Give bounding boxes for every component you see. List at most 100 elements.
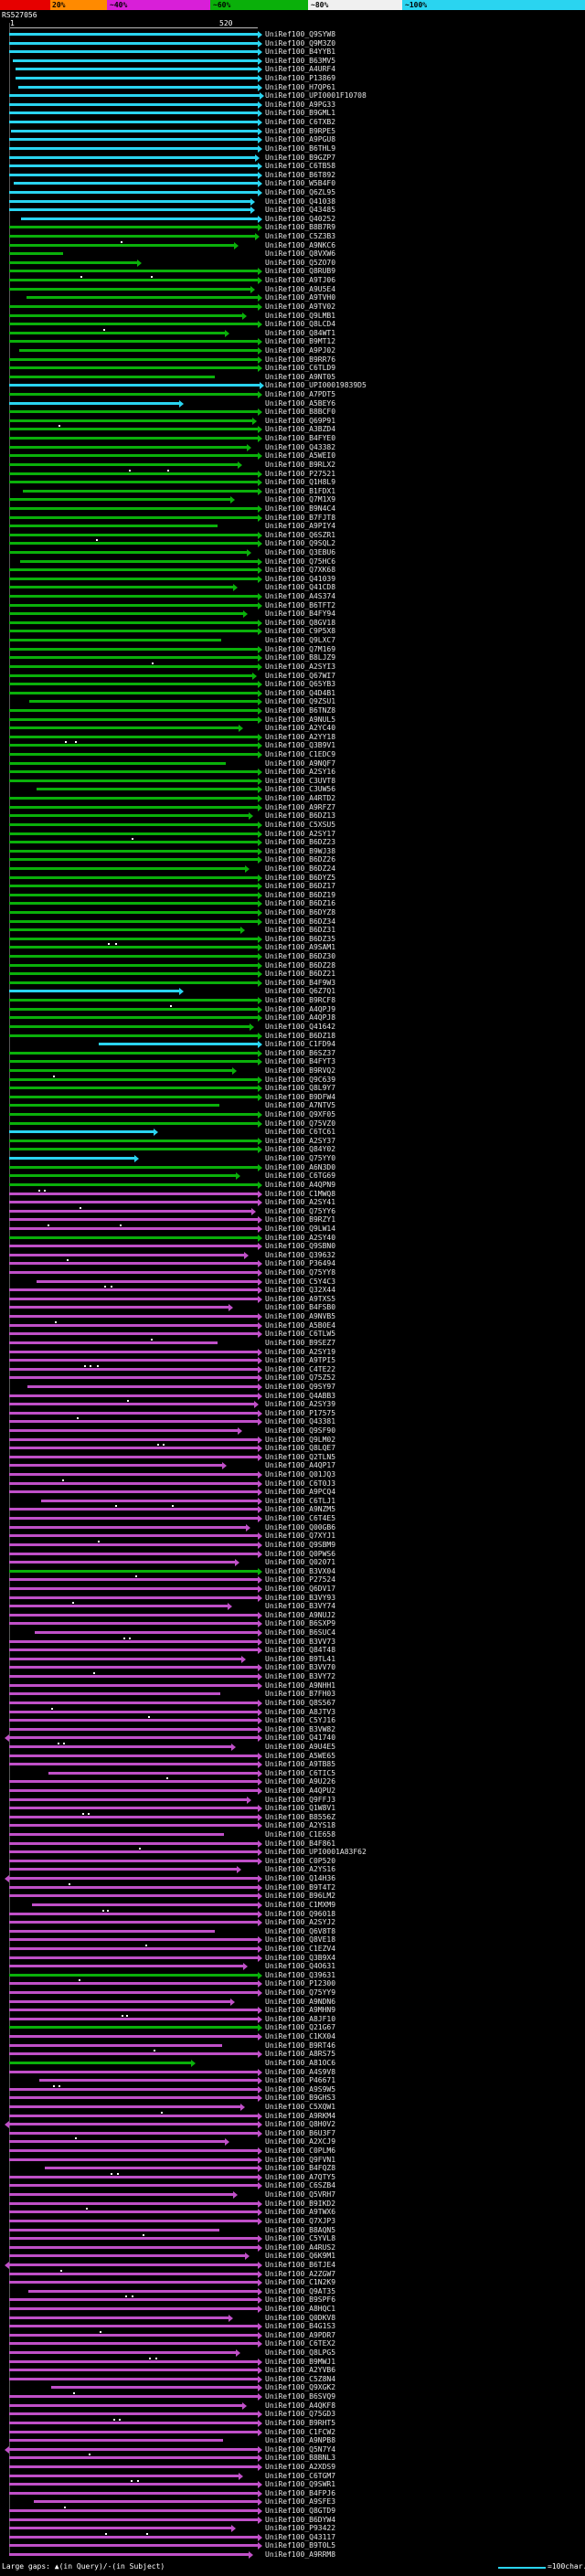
hit-label[interactable]: UniRef100_A9RRM8 [265, 2550, 336, 2560]
hit-bar[interactable] [9, 1575, 262, 1585]
hit-label[interactable]: UniRef100_Q6DV17 [265, 1584, 336, 1593]
hit-bar[interactable] [9, 101, 262, 109]
hit-bar[interactable] [9, 970, 262, 979]
hit-bar[interactable] [9, 1550, 262, 1558]
hit-bar[interactable] [5, 2445, 262, 2454]
hit-label[interactable]: UniRef100_B9MT12 [265, 337, 336, 346]
hit-bar[interactable] [9, 706, 262, 715]
hit-label[interactable]: UniRef100_A2YS18 [265, 1821, 336, 1830]
hit-label[interactable]: UniRef100_Q6ZL95 [265, 187, 336, 196]
hit-label[interactable]: UniRef100_A9NVB5 [265, 1312, 336, 1321]
hit-bar[interactable] [9, 1119, 262, 1128]
hit-bar[interactable] [9, 645, 262, 653]
hit-bar[interactable] [9, 917, 262, 926]
hit-label[interactable]: UniRef100_A9NHH1 [265, 1680, 336, 1690]
hit-label[interactable]: UniRef100_B6U3F7 [265, 2128, 336, 2137]
hit-bar[interactable] [9, 2525, 236, 2533]
hit-bar[interactable] [5, 1734, 262, 1743]
hit-bar[interactable] [9, 2050, 262, 2059]
hit-bar[interactable] [9, 435, 262, 443]
hit-bar[interactable] [9, 1637, 262, 1646]
hit-bar[interactable] [9, 1330, 262, 1339]
hit-bar[interactable] [9, 197, 256, 206]
hit-label[interactable]: UniRef100_B9RLX2 [265, 460, 336, 469]
hit-bar[interactable] [9, 2024, 262, 2032]
hit-label[interactable]: UniRef100_Q5N7Y4 [265, 2444, 336, 2454]
hit-label[interactable]: UniRef100_Q3B9V1 [265, 741, 336, 750]
hit-label[interactable]: UniRef100_Q96018 [265, 1909, 336, 1918]
hit-bar[interactable] [9, 39, 262, 48]
hit-label[interactable]: UniRef100_B9SPF6 [265, 2295, 336, 2305]
hit-bar[interactable] [33, 2498, 262, 2507]
hit-label[interactable]: UniRef100_Q8LPG5 [265, 2348, 336, 2358]
hit-label[interactable]: UniRef100_C3UW56 [265, 785, 336, 794]
hit-label[interactable]: UniRef100_A9PDR7 [265, 2330, 336, 2339]
hit-label[interactable]: UniRef100_B4G1S3 [265, 2322, 336, 2331]
hit-bar[interactable] [9, 874, 262, 882]
hit-bar[interactable] [9, 1559, 239, 1567]
hit-bar[interactable] [9, 399, 185, 408]
hit-label[interactable]: UniRef100_P27521 [265, 469, 336, 478]
hit-bar[interactable] [9, 2507, 262, 2516]
hit-label[interactable]: UniRef100_B4FY94 [265, 610, 336, 619]
hit-bar[interactable] [9, 1357, 262, 1365]
hit-label[interactable]: UniRef100_C6TG69 [265, 1171, 336, 1181]
hit-label[interactable]: UniRef100_Q9SWR1 [265, 2480, 336, 2489]
hit-label[interactable]: UniRef100_A2SYJ2 [265, 1918, 336, 1927]
hit-bar[interactable] [9, 847, 262, 855]
hit-label[interactable]: UniRef100_B9IKD2 [265, 2199, 336, 2208]
hit-label[interactable]: UniRef100_A2SY37 [265, 1136, 336, 1145]
hit-label[interactable]: UniRef100_B6TNZ8 [265, 705, 336, 715]
hit-bar[interactable] [9, 2314, 233, 2322]
hit-label[interactable]: UniRef100_B3VW82 [265, 1724, 336, 1733]
hit-bar[interactable] [50, 2384, 262, 2392]
hit-label[interactable]: UniRef100_B6DYW4 [265, 2515, 336, 2524]
hit-bar[interactable] [9, 1929, 215, 1933]
hit-bar[interactable] [9, 2068, 262, 2076]
hit-label[interactable]: UniRef100_Q9XGK2 [265, 2383, 336, 2392]
hit-label[interactable]: UniRef100_A5B0E4 [265, 1320, 336, 1330]
hit-bar[interactable] [9, 1014, 262, 1023]
hit-label[interactable]: UniRef100_A2ZGW7 [265, 2269, 336, 2278]
hit-label[interactable]: UniRef100_B96LM2 [265, 1892, 336, 1901]
hit-bar[interactable] [9, 1320, 262, 1330]
hit-label[interactable]: UniRef100_Q43381 [265, 1417, 336, 1426]
hit-bar[interactable] [9, 1567, 262, 1575]
hit-label[interactable]: UniRef100_A9TXS5 [265, 1294, 336, 1303]
hit-label[interactable]: UniRef100_C5Y4C3 [265, 1277, 336, 1286]
hit-label[interactable]: UniRef100_B6DYZ8 [265, 908, 336, 917]
hit-bar[interactable] [9, 900, 262, 908]
hit-label[interactable]: UniRef100_Q7M169 [265, 644, 336, 653]
hit-label[interactable]: UniRef100_C5YVL8 [265, 2234, 336, 2243]
hit-label[interactable]: UniRef100_Q39631 [265, 1970, 336, 1979]
hit-bar[interactable] [29, 698, 262, 706]
hit-bar[interactable] [9, 997, 262, 1005]
hit-bar[interactable] [9, 1489, 262, 1497]
hit-bar[interactable] [9, 681, 262, 689]
hit-bar[interactable] [9, 2454, 262, 2463]
hit-label[interactable]: UniRef100_A5WE65 [265, 1751, 336, 1760]
hit-bar[interactable] [9, 812, 253, 821]
hit-bar[interactable] [9, 154, 261, 162]
hit-bar[interactable] [9, 2428, 262, 2436]
hit-bar[interactable] [9, 2191, 238, 2200]
hit-label[interactable]: UniRef100_A2SY19 [265, 1347, 336, 1356]
hit-bar[interactable] [9, 48, 262, 57]
hit-label[interactable]: UniRef100_C6TLJ1 [265, 1496, 336, 1505]
hit-bar[interactable] [9, 2551, 253, 2560]
hit-label[interactable]: UniRef100_C0PLM6 [265, 2147, 336, 2155]
hit-bar[interactable] [9, 1866, 241, 1874]
hit-label[interactable]: UniRef100_A2YC40 [265, 724, 336, 733]
hit-label[interactable]: UniRef100_B6DZ31 [265, 926, 336, 935]
hit-bar[interactable] [9, 1032, 262, 1040]
hit-label[interactable]: UniRef100_Q84Y02 [265, 1145, 336, 1154]
hit-bar[interactable] [9, 1620, 262, 1628]
hit-bar[interactable] [9, 662, 262, 671]
hit-label[interactable]: UniRef100_Q9FVN1 [265, 2155, 336, 2164]
hit-bar[interactable] [9, 2516, 262, 2524]
hit-label[interactable]: UniRef100_A9SFE3 [265, 2497, 336, 2507]
hit-label[interactable]: UniRef100_C1EZV4 [265, 1944, 336, 1953]
hit-bar[interactable] [9, 1313, 262, 1321]
hit-bar[interactable] [9, 163, 262, 171]
hit-bar[interactable] [9, 821, 262, 829]
